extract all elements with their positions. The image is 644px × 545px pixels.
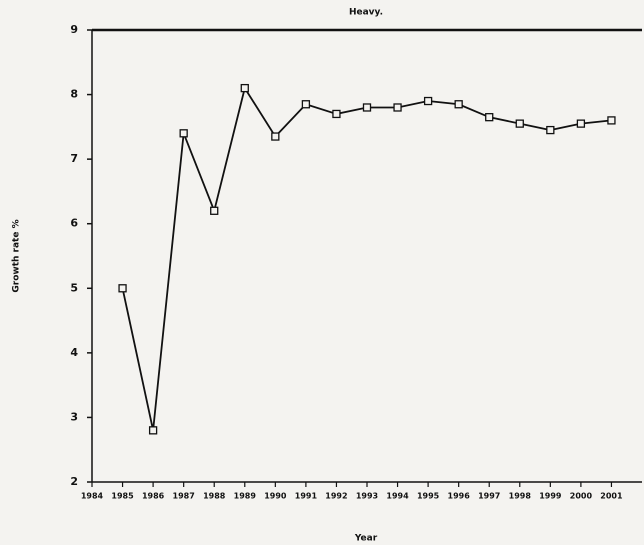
data-point bbox=[362, 103, 372, 112]
y-tick-label: 4 bbox=[70, 346, 78, 359]
data-point bbox=[179, 129, 188, 138]
x-tick-label: 2001 bbox=[600, 492, 623, 501]
y-tick-label: 2 bbox=[70, 475, 78, 488]
x-axis-label: Year bbox=[354, 534, 378, 544]
x-tick-label: 1991 bbox=[295, 492, 318, 501]
x-tick-label: 1987 bbox=[173, 492, 195, 501]
data-point bbox=[301, 100, 311, 109]
data-point bbox=[393, 103, 402, 112]
data-point bbox=[607, 116, 616, 125]
data-point bbox=[332, 109, 341, 119]
x-tick-label: 1999 bbox=[539, 492, 562, 501]
data-point bbox=[485, 113, 494, 122]
y-tick-label: 6 bbox=[70, 217, 78, 230]
data-point bbox=[148, 426, 158, 435]
x-tick-label: 2000 bbox=[570, 492, 593, 501]
chart-title: Heavy. bbox=[349, 8, 383, 18]
x-tick-label: 1992 bbox=[325, 492, 347, 501]
data-line bbox=[121, 85, 612, 431]
data-point bbox=[546, 125, 555, 135]
y-tick-label: 7 bbox=[70, 152, 78, 165]
data-point bbox=[271, 132, 280, 141]
x-tick-label: 1994 bbox=[386, 492, 409, 501]
y-tick-label: 3 bbox=[70, 410, 78, 423]
x-tick-label: 1990 bbox=[264, 492, 287, 501]
x-tick-label: 1988 bbox=[203, 492, 226, 501]
y-axis-label: Growth rate % bbox=[12, 219, 22, 292]
data-point bbox=[515, 119, 524, 128]
y-tick-label: 8 bbox=[70, 88, 78, 101]
x-tick-label: 1986 bbox=[142, 492, 165, 501]
data-point bbox=[454, 100, 463, 109]
data-point bbox=[240, 83, 249, 93]
data-point bbox=[118, 284, 127, 293]
x-tick-label: 1989 bbox=[234, 492, 257, 501]
x-tick-label: 1995 bbox=[417, 492, 440, 501]
x-tick-label: 1993 bbox=[356, 492, 378, 501]
x-tick-label: 1997 bbox=[478, 492, 500, 501]
y-tick-label: 9 bbox=[70, 23, 78, 36]
data-point bbox=[423, 96, 433, 106]
data-point bbox=[576, 119, 586, 128]
y-tick-label: 5 bbox=[70, 281, 78, 294]
x-tick-label: 1998 bbox=[509, 492, 532, 501]
data-point bbox=[210, 206, 219, 215]
x-tick-label: 1984 bbox=[81, 492, 104, 501]
x-tick-label: 1985 bbox=[111, 492, 134, 501]
x-tick-label: 1996 bbox=[448, 492, 471, 501]
